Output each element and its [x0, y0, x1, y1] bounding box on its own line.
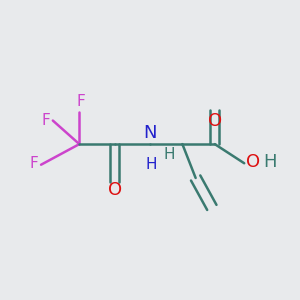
Text: H: H [146, 158, 157, 172]
Text: F: F [41, 113, 50, 128]
Text: O: O [208, 112, 222, 130]
Text: F: F [29, 156, 38, 171]
Text: H: H [164, 147, 175, 162]
Text: N: N [143, 124, 157, 142]
Text: O: O [246, 153, 260, 171]
Text: O: O [108, 181, 122, 199]
Text: F: F [76, 94, 85, 109]
Text: H: H [263, 153, 277, 171]
